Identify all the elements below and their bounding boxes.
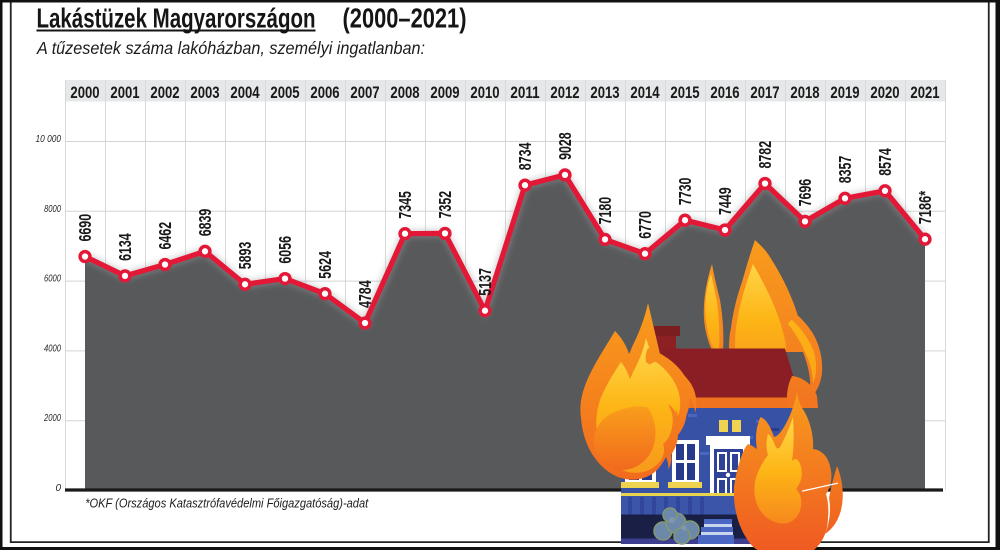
svg-text:7696: 7696: [795, 179, 815, 207]
svg-text:6690: 6690: [75, 214, 95, 242]
svg-text:8782: 8782: [755, 141, 775, 169]
svg-text:2014: 2014: [630, 84, 660, 102]
svg-text:2016: 2016: [710, 84, 739, 102]
svg-text:2008: 2008: [390, 84, 419, 102]
svg-text:6056: 6056: [275, 236, 295, 264]
svg-text:2010: 2010: [470, 84, 499, 102]
svg-text:2004: 2004: [230, 84, 260, 102]
svg-text:7186*: 7186*: [915, 191, 935, 225]
svg-text:8000: 8000: [44, 204, 61, 215]
svg-text:8734: 8734: [515, 142, 535, 170]
svg-text:5893: 5893: [235, 242, 255, 270]
svg-text:2020: 2020: [870, 84, 899, 102]
svg-text:4784: 4784: [355, 280, 375, 308]
svg-text:6462: 6462: [155, 222, 175, 250]
svg-text:2005: 2005: [270, 84, 299, 102]
svg-text:7449: 7449: [715, 187, 735, 215]
svg-text:2011: 2011: [510, 84, 539, 102]
svg-text:5137: 5137: [475, 268, 495, 296]
svg-text:5624: 5624: [315, 251, 335, 279]
svg-text:9028: 9028: [555, 132, 575, 160]
svg-text:Lakástüzek Magyarországon: Lakástüzek Magyarországon: [37, 2, 316, 33]
svg-text:2003: 2003: [190, 84, 219, 102]
svg-text:7730: 7730: [675, 177, 695, 205]
svg-text:6839: 6839: [195, 209, 215, 237]
svg-text:2000: 2000: [70, 84, 99, 102]
svg-text:(2000–2021): (2000–2021): [343, 2, 467, 33]
svg-text:2017: 2017: [750, 84, 779, 102]
svg-text:2015: 2015: [670, 84, 699, 102]
svg-text:7352: 7352: [435, 191, 455, 219]
svg-text:7345: 7345: [395, 191, 415, 219]
svg-text:2001: 2001: [110, 84, 139, 102]
svg-text:6770: 6770: [635, 211, 655, 239]
svg-text:2009: 2009: [430, 84, 459, 102]
svg-text:8574: 8574: [875, 148, 895, 176]
svg-text:A tűzesetek száma lakóházban,: A tűzesetek száma lakóházban, személyi i…: [36, 38, 425, 58]
svg-text:2021: 2021: [910, 84, 939, 102]
svg-text:2002: 2002: [150, 84, 179, 102]
svg-text:2000: 2000: [43, 413, 61, 424]
svg-text:6000: 6000: [44, 274, 61, 285]
svg-text:2013: 2013: [590, 84, 619, 102]
svg-text:4000: 4000: [44, 343, 61, 354]
svg-text:0: 0: [55, 483, 61, 494]
svg-text:2012: 2012: [550, 84, 579, 102]
svg-text:8357: 8357: [835, 156, 855, 184]
svg-text:2006: 2006: [310, 84, 339, 102]
svg-text:2018: 2018: [790, 84, 819, 102]
svg-text:6134: 6134: [115, 233, 135, 261]
svg-text:2007: 2007: [350, 84, 379, 102]
svg-text:7180: 7180: [595, 197, 615, 225]
svg-text:*OKF (Országos Katasztrófavéde: *OKF (Országos Katasztrófavédelmi Főigaz…: [85, 495, 369, 510]
svg-text:2019: 2019: [830, 84, 859, 102]
svg-text:10 000: 10 000: [36, 134, 62, 145]
